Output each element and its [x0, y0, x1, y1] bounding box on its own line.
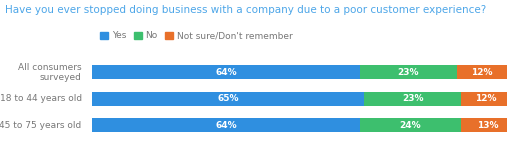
Text: 12%: 12%: [471, 68, 493, 77]
Bar: [360, 118, 461, 132]
Text: 12%: 12%: [475, 94, 497, 103]
Bar: [92, 66, 360, 79]
Bar: [360, 66, 457, 79]
Text: 64%: 64%: [216, 68, 237, 77]
Bar: [461, 118, 512, 132]
Text: 23%: 23%: [402, 94, 423, 103]
Text: 13%: 13%: [477, 121, 499, 130]
Text: Have you ever stopped doing business with a company due to a poor customer exper: Have you ever stopped doing business wit…: [5, 5, 486, 15]
Bar: [457, 66, 507, 79]
Legend: Yes, No, Not sure/Don't remember: Yes, No, Not sure/Don't remember: [97, 28, 296, 44]
Bar: [92, 118, 360, 132]
Bar: [92, 92, 365, 106]
Bar: [461, 92, 511, 106]
Bar: [365, 92, 461, 106]
Text: 23%: 23%: [398, 68, 419, 77]
Text: 24%: 24%: [400, 121, 421, 130]
Text: 64%: 64%: [216, 121, 237, 130]
Text: 65%: 65%: [218, 94, 239, 103]
